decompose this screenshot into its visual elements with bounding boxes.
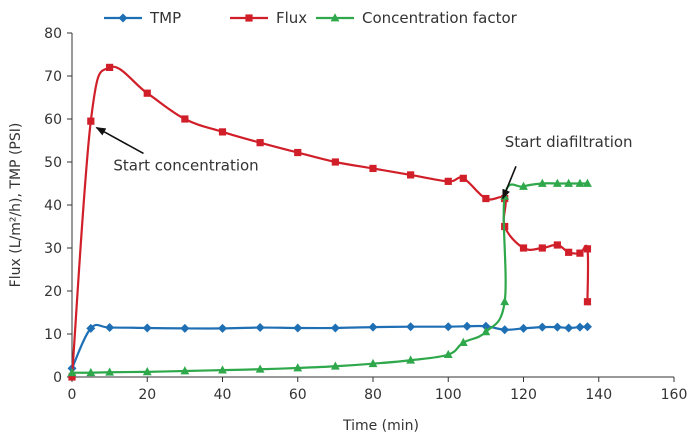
y-tick-label: 70 [44, 69, 62, 85]
data-point-flux [144, 90, 151, 97]
x-tick-label: 80 [364, 387, 382, 403]
y-tick-label: 60 [44, 112, 62, 128]
data-point-tmp [553, 323, 562, 332]
y-tick-label: 10 [44, 327, 62, 343]
data-point-tmp [105, 323, 114, 332]
x-tick-label: 60 [289, 387, 307, 403]
data-point-flux [482, 195, 489, 202]
data-point-tmp [583, 322, 592, 331]
legend-label-concentration-factor: Concentration factor [362, 9, 518, 27]
legend-item-flux: Flux [230, 9, 307, 27]
data-point-tmp [564, 323, 573, 332]
data-point-tmp [406, 322, 415, 331]
data-point-flux [584, 298, 591, 305]
x-tick-label: 20 [138, 387, 156, 403]
series-line-concentration-factor [72, 183, 587, 372]
legend: TMP Flux Concentration factor [104, 9, 518, 27]
y-tick-label: 40 [44, 198, 62, 214]
data-point-flux [576, 250, 583, 257]
series-line-tmp [72, 325, 587, 368]
series-flux [68, 64, 591, 381]
data-point-flux [181, 115, 188, 122]
data-point-tmp [331, 323, 340, 332]
data-point-flux [407, 171, 414, 178]
data-point-tmp [463, 322, 472, 331]
legend-item-tmp: TMP [104, 9, 181, 27]
annotation-arrow [96, 128, 143, 154]
data-point-tmp [143, 323, 152, 332]
x-tick-label: 0 [68, 387, 77, 403]
x-tick-label: 40 [214, 387, 232, 403]
data-point-flux [565, 249, 572, 256]
x-tick-label: 100 [435, 387, 462, 403]
y-tick-label: 20 [44, 284, 62, 300]
x-tick-label: 120 [510, 387, 537, 403]
annotation-label: Start diafiltration [505, 133, 633, 151]
y-ticks: 0 10 20 30 40 50 60 70 80 [44, 26, 72, 386]
legend-label-flux: Flux [276, 9, 307, 27]
x-ticks: 0 20 40 60 80 100 120 140 160 [68, 377, 688, 403]
data-point-concentration-factor [500, 297, 509, 305]
data-point-flux [539, 244, 546, 251]
data-point-tmp [180, 324, 189, 333]
data-point-flux [219, 128, 226, 135]
legend-marker-tmp [119, 14, 128, 23]
annotations: Start concentration Start diafiltration [96, 128, 632, 199]
x-axis-title: Time (min) [342, 418, 419, 432]
y-tick-label: 50 [44, 155, 62, 171]
data-point-flux [294, 149, 301, 156]
data-point-tmp [444, 322, 453, 331]
data-point-tmp [538, 323, 547, 332]
data-point-flux [554, 241, 561, 248]
series-concentration-factor [68, 179, 592, 376]
legend-item-concentration-factor: Concentration factor [316, 9, 518, 27]
series-layer [68, 64, 592, 381]
legend-label-tmp: TMP [149, 9, 181, 27]
data-point-tmp [500, 325, 509, 334]
y-axis-title: Flux (L/m²/h), TMP (PSI) [8, 123, 24, 288]
data-point-flux [257, 139, 264, 146]
x-tick-label: 140 [585, 387, 612, 403]
data-point-flux [106, 64, 113, 71]
data-point-tmp [218, 324, 227, 333]
data-point-flux [445, 178, 452, 185]
data-point-tmp [293, 323, 302, 332]
data-point-flux [460, 175, 467, 182]
series-tmp [68, 322, 592, 373]
y-tick-label: 0 [53, 370, 62, 386]
data-point-tmp [256, 323, 265, 332]
data-point-flux [332, 158, 339, 165]
data-point-flux [87, 118, 94, 125]
data-point-flux [520, 244, 527, 251]
data-point-flux [369, 165, 376, 172]
data-point-tmp [369, 323, 378, 332]
data-point-tmp [519, 324, 528, 333]
data-point-flux [584, 245, 591, 252]
y-tick-label: 30 [44, 241, 62, 257]
y-tick-label: 80 [44, 26, 62, 42]
axes: 0 10 20 30 40 50 60 70 80 0 20 40 60 80 100 120 140 160 [44, 26, 687, 403]
data-point-tmp [575, 323, 584, 332]
x-tick-label: 160 [661, 387, 688, 403]
annotation-label: Start concentration [113, 157, 258, 175]
annotation-arrow [503, 166, 516, 198]
legend-marker-flux [245, 14, 252, 21]
